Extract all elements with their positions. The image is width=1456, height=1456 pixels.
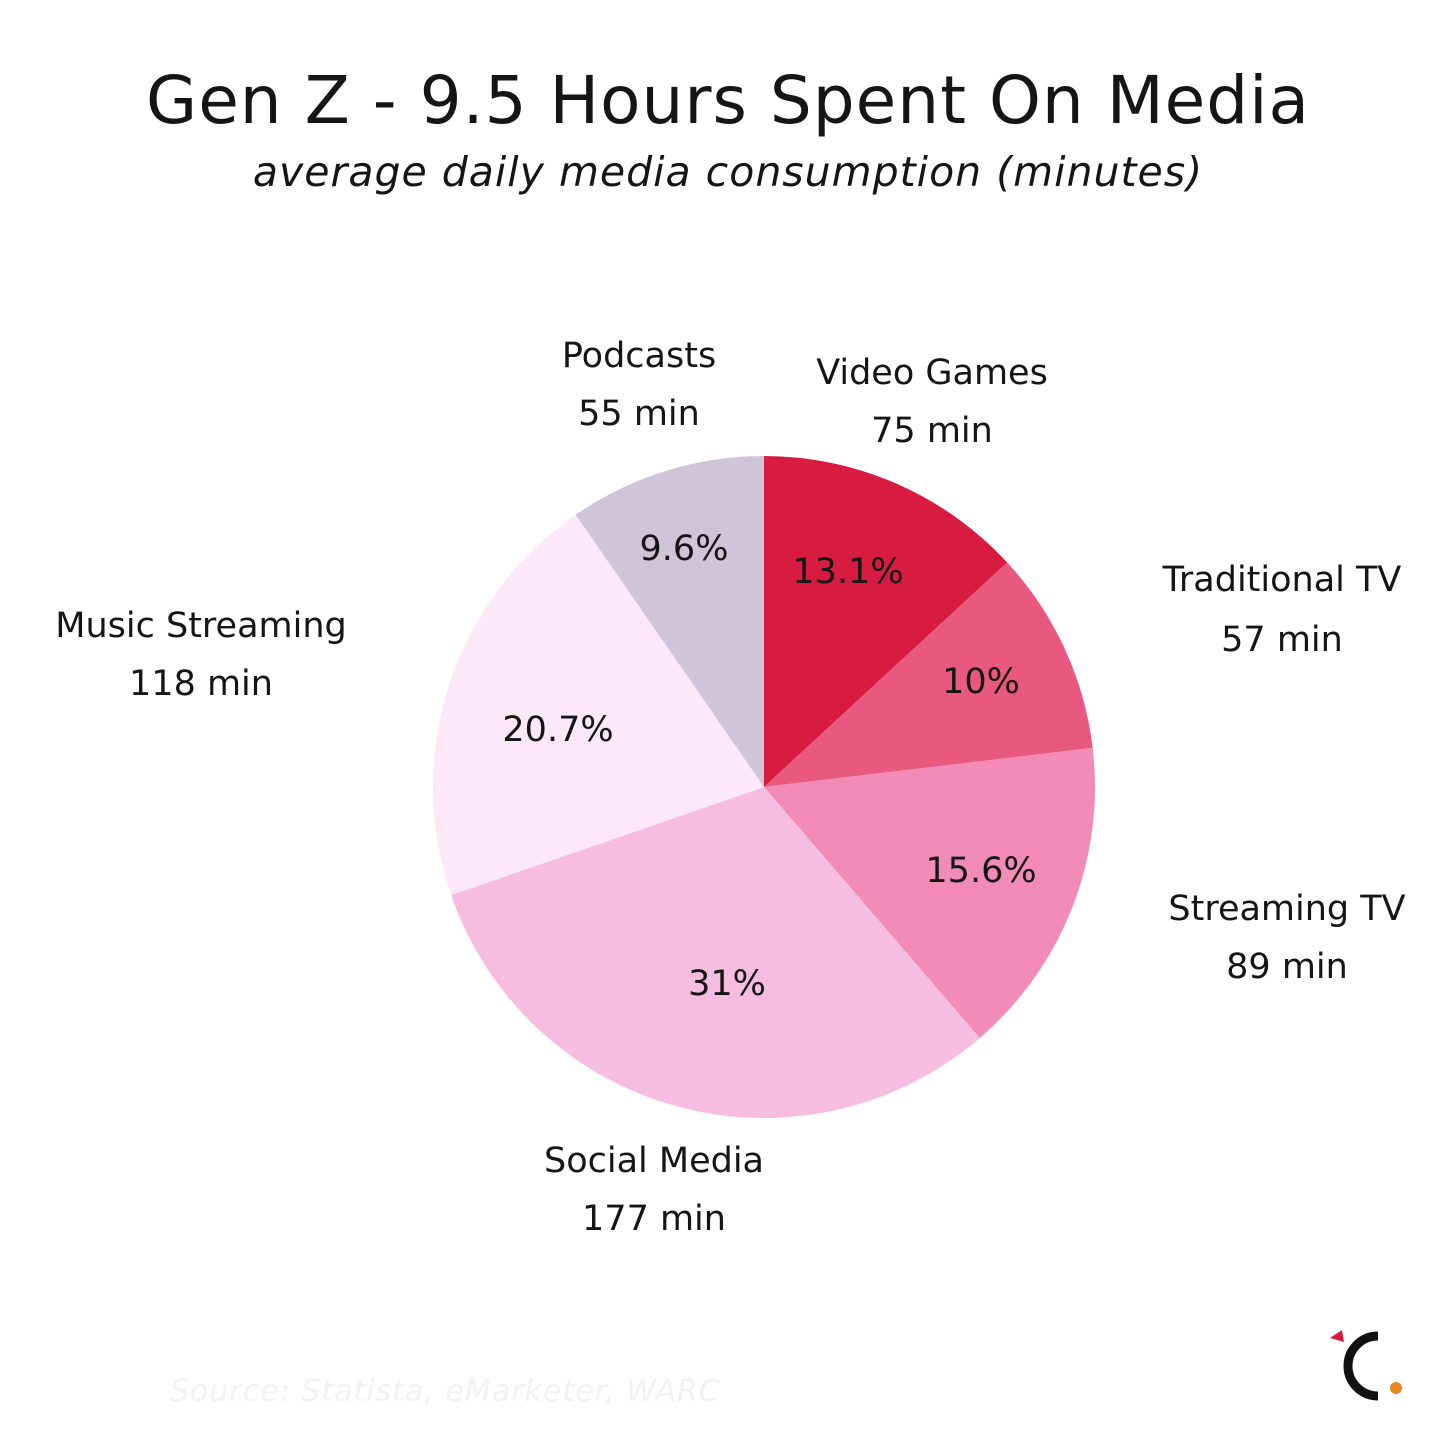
chart-subtitle: average daily media consumption (minutes… [252, 148, 1204, 196]
percent-labels: 13.1% 10% 15.6% 31% 20.7% 9.6% [502, 529, 1036, 1004]
pie-slice-traditional-tv [764, 562, 1093, 787]
percent-label-traditional-tv: 10% [942, 662, 1020, 702]
percent-label-podcasts: 9.6% [640, 529, 729, 569]
percent-label-music-streaming: 20.7% [502, 710, 613, 750]
pie-slice-music-streaming [432, 514, 764, 896]
pie-slice-podcasts [575, 456, 764, 787]
source-note: Source: Statista, eMarketer, WARC [170, 1374, 721, 1409]
chart-title: Gen Z - 9.5 Hours Spent On Media [146, 62, 1310, 139]
category-value-video-games: 75 min [871, 411, 993, 451]
category-name-streaming-tv: Streaming TV [1168, 889, 1405, 929]
category-value-traditional-tv: 57 min [1221, 620, 1343, 660]
percent-label-social-media: 31% [688, 964, 766, 1004]
category-value-music-streaming: 118 min [129, 664, 273, 704]
category-labels: Video Games 75 min Traditional TV 57 min Str… [55, 336, 1405, 1239]
category-name-traditional-tv: Traditional TV [1162, 560, 1402, 600]
pie-slice-streaming-tv [764, 747, 1096, 1039]
pie-slices [432, 456, 1096, 1118]
category-name-podcasts: Podcasts [562, 336, 716, 376]
category-name-music-streaming: Music Streaming [55, 606, 346, 646]
pie-slice-video-games [764, 456, 1008, 787]
percent-label-streaming-tv: 15.6% [925, 851, 1036, 891]
percent-label-video-games: 13.1% [792, 552, 903, 592]
category-value-podcasts: 55 min [578, 394, 700, 434]
category-value-social-media: 177 min [582, 1199, 726, 1239]
pie-slice-social-media [451, 787, 980, 1118]
category-value-streaming-tv: 89 min [1226, 947, 1348, 987]
brand-logo-icon [1330, 1330, 1402, 1401]
category-name-video-games: Video Games [816, 353, 1048, 393]
category-name-social-media: Social Media [544, 1141, 764, 1181]
